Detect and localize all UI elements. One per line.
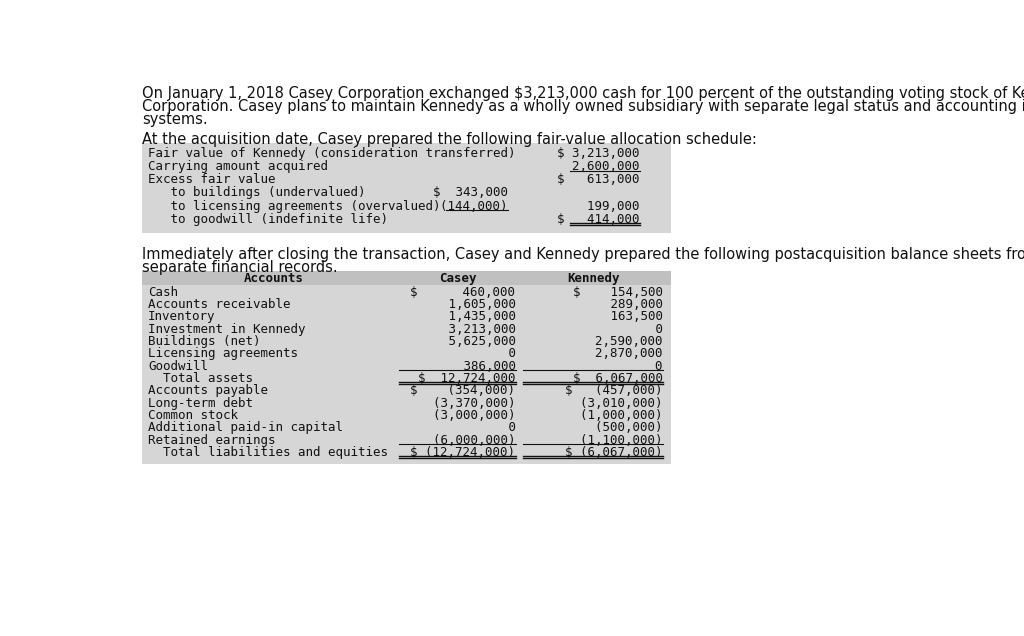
Text: 1,435,000: 1,435,000 (426, 310, 515, 323)
Text: $   613,000: $ 613,000 (557, 174, 640, 186)
Text: Corporation. Casey plans to maintain Kennedy as a wholly owned subsidiary with s: Corporation. Casey plans to maintain Ken… (142, 99, 1024, 114)
Text: systems.: systems. (142, 112, 208, 127)
Text: At the acquisition date, Casey prepared the following fair-value allocation sche: At the acquisition date, Casey prepared … (142, 132, 757, 147)
Text: 1,605,000: 1,605,000 (426, 298, 515, 311)
Text: $  343,000: $ 343,000 (433, 186, 508, 200)
Text: 0: 0 (581, 360, 663, 373)
Text: 289,000: 289,000 (572, 298, 663, 311)
Text: Total assets: Total assets (148, 372, 253, 385)
Text: On January 1, 2018 Casey Corporation exchanged $3,213,000 cash for 100 percent o: On January 1, 2018 Casey Corporation exc… (142, 86, 1024, 100)
Bar (142, 142, 671, 233)
Text: (500,000): (500,000) (565, 421, 663, 434)
Text: $   (457,000): $ (457,000) (565, 384, 663, 398)
Text: 199,000: 199,000 (557, 200, 640, 212)
Text: $  6,067,000: $ 6,067,000 (572, 372, 663, 385)
Text: Excess fair value: Excess fair value (148, 174, 275, 186)
Text: $    154,500: $ 154,500 (572, 286, 663, 299)
Text: $ (12,724,000): $ (12,724,000) (411, 446, 515, 459)
Text: Goodwill: Goodwill (148, 360, 208, 373)
Text: to licensing agreements (overvalued): to licensing agreements (overvalued) (148, 200, 440, 212)
Text: Buildings (net): Buildings (net) (148, 335, 261, 348)
Bar (142, 271, 671, 464)
Text: 0: 0 (426, 347, 515, 361)
Text: Retained earnings: Retained earnings (148, 434, 275, 446)
Text: Accounts receivable: Accounts receivable (148, 298, 291, 311)
Bar (142, 271, 671, 285)
Text: Accounts payable: Accounts payable (148, 384, 268, 398)
Text: Inventory: Inventory (148, 310, 216, 323)
Text: (1,000,000): (1,000,000) (565, 409, 663, 422)
Text: $      460,000: $ 460,000 (411, 286, 515, 299)
Text: Fair value of Kennedy (consideration transferred): Fair value of Kennedy (consideration tra… (148, 147, 516, 160)
Text: $ (6,067,000): $ (6,067,000) (565, 446, 663, 459)
Text: Carrying amount acquired: Carrying amount acquired (148, 160, 328, 173)
Text: Licensing agreements: Licensing agreements (148, 347, 298, 361)
Text: 0: 0 (572, 322, 663, 336)
Text: Investment in Kennedy: Investment in Kennedy (148, 322, 305, 336)
Text: $ 3,213,000: $ 3,213,000 (557, 147, 640, 160)
Text: Accounts: Accounts (244, 272, 304, 286)
Text: (3,000,000): (3,000,000) (418, 409, 515, 422)
Text: Cash: Cash (148, 286, 178, 299)
Text: (144,000): (144,000) (425, 200, 508, 212)
Text: $   414,000: $ 414,000 (557, 212, 640, 226)
Text: 386,000: 386,000 (426, 360, 515, 373)
Text: (6,000,000): (6,000,000) (418, 434, 515, 446)
Text: Additional paid-in capital: Additional paid-in capital (148, 421, 343, 434)
Text: Long-term debt: Long-term debt (148, 397, 253, 410)
Text: 2,870,000: 2,870,000 (581, 347, 663, 361)
Text: to goodwill (indefinite life): to goodwill (indefinite life) (148, 212, 388, 226)
Text: 2,590,000: 2,590,000 (581, 335, 663, 348)
Text: $  12,724,000: $ 12,724,000 (418, 372, 515, 385)
Text: Total liabilities and equities: Total liabilities and equities (148, 446, 388, 459)
Text: (1,100,000): (1,100,000) (565, 434, 663, 446)
Text: (3,010,000): (3,010,000) (565, 397, 663, 410)
Text: 5,625,000: 5,625,000 (426, 335, 515, 348)
Text: Common stock: Common stock (148, 409, 239, 422)
Text: 2,600,000: 2,600,000 (557, 160, 640, 173)
Text: Casey: Casey (438, 272, 476, 286)
Text: Immediately after closing the transaction, Casey and Kennedy prepared the follow: Immediately after closing the transactio… (142, 247, 1024, 262)
Text: 163,500: 163,500 (572, 310, 663, 323)
Text: 0: 0 (426, 421, 515, 434)
Text: (3,370,000): (3,370,000) (418, 397, 515, 410)
Text: Kennedy: Kennedy (566, 272, 620, 286)
Text: 3,213,000: 3,213,000 (426, 322, 515, 336)
Text: to buildings (undervalued): to buildings (undervalued) (148, 186, 366, 200)
Text: separate financial records.: separate financial records. (142, 260, 338, 275)
Text: $    (354,000): $ (354,000) (411, 384, 515, 398)
